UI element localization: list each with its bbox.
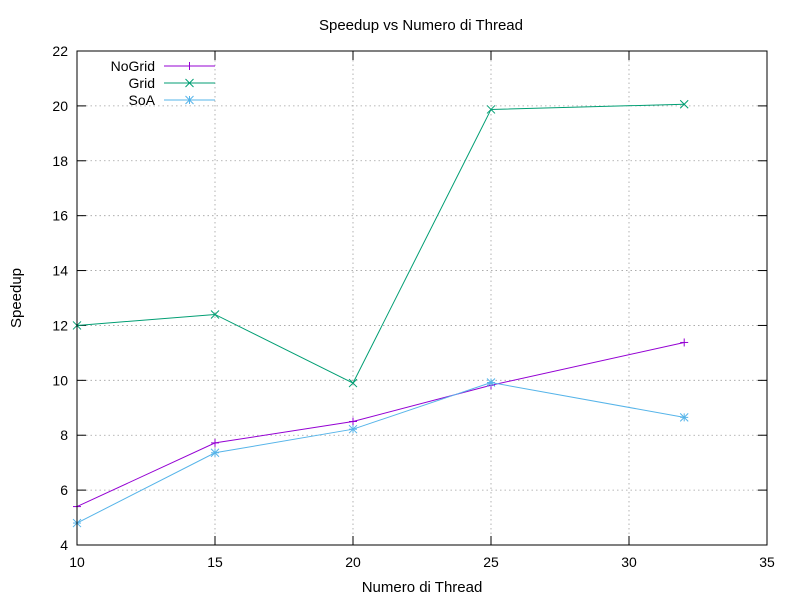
y-tick-label: 20 xyxy=(52,98,68,114)
data-point-soa xyxy=(348,424,358,434)
y-tick-label: 14 xyxy=(52,263,68,279)
chart-title: Speedup vs Numero di Thread xyxy=(319,17,523,34)
series-layer xyxy=(72,99,689,528)
data-point-grid xyxy=(210,310,220,319)
x-tick-label: 30 xyxy=(621,554,637,570)
data-point-soa xyxy=(486,378,496,387)
y-tick-label: 10 xyxy=(52,372,68,388)
data-point-nogrid xyxy=(211,438,219,447)
series-line-soa xyxy=(76,382,685,524)
legend-label-grid: Grid xyxy=(129,75,155,91)
legend-marker-grid xyxy=(185,78,194,88)
data-point-grid xyxy=(348,378,358,388)
data-point-soa xyxy=(210,448,220,458)
y-tick-label: 8 xyxy=(60,427,68,443)
x-axis-label: Numero di Thread xyxy=(362,579,483,596)
series-line-nogrid xyxy=(76,341,685,508)
grid-lines xyxy=(77,51,767,545)
x-tick-label: 20 xyxy=(345,554,361,570)
data-point-nogrid xyxy=(680,338,689,347)
legend-marker-nogrid xyxy=(185,62,194,70)
y-tick-label: 4 xyxy=(60,537,68,553)
y-tick-label: 22 xyxy=(52,43,68,59)
series-nogrid xyxy=(73,338,689,511)
y-tick-label: 16 xyxy=(52,208,68,224)
x-tick-label: 15 xyxy=(207,554,223,570)
axis-ticks: 4 6 8 10 12 14 16 18 20 22 10 15 20 25 30 35 xyxy=(52,43,775,570)
y-tick-label: 12 xyxy=(52,317,68,333)
data-point-grid xyxy=(679,99,689,109)
data-point-grid xyxy=(486,105,496,114)
legend-marker-soa xyxy=(185,95,194,105)
data-point-soa xyxy=(679,413,689,422)
series-soa xyxy=(72,378,689,528)
data-point-nogrid xyxy=(349,417,357,426)
y-axis-label: Speedup xyxy=(8,268,25,328)
y-tick-label: 6 xyxy=(60,482,68,498)
series-grid xyxy=(72,99,689,388)
plot-frame xyxy=(76,50,768,546)
legend-label-soa: SoA xyxy=(129,92,156,108)
y-tick-label: 18 xyxy=(52,153,68,169)
x-tick-label: 25 xyxy=(483,554,499,570)
x-tick-label: 10 xyxy=(69,554,85,570)
x-tick-label: 35 xyxy=(759,554,775,570)
series-line-grid xyxy=(76,103,685,384)
legend-label-nogrid: NoGrid xyxy=(111,58,155,74)
